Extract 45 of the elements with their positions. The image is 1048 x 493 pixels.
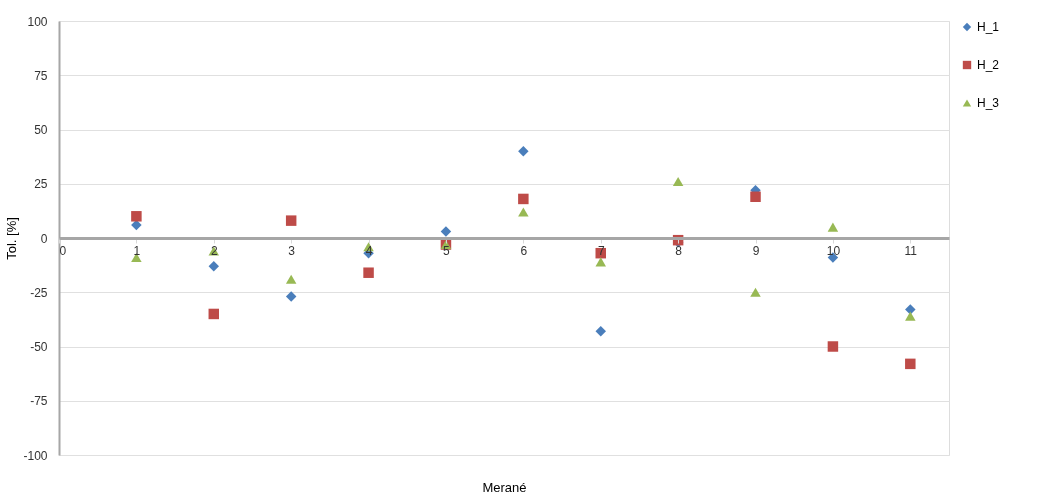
point bbox=[285, 215, 297, 226]
point bbox=[905, 358, 916, 370]
y-tick-label: -25 bbox=[30, 285, 48, 300]
point bbox=[440, 226, 452, 237]
point bbox=[285, 291, 297, 302]
point bbox=[827, 222, 839, 232]
point bbox=[905, 311, 916, 321]
point bbox=[672, 177, 684, 187]
x-axis-title: Merané bbox=[482, 479, 527, 493]
y-tick-label: 0 bbox=[40, 231, 48, 246]
y-tick-label: 50 bbox=[34, 123, 48, 137]
point bbox=[750, 287, 761, 297]
point bbox=[518, 207, 529, 217]
point bbox=[285, 274, 297, 284]
y-tick-label: 100 bbox=[27, 14, 48, 29]
y-tick-label: -100 bbox=[23, 448, 48, 463]
point bbox=[363, 267, 374, 278]
x-tick-label: 11 bbox=[904, 243, 918, 258]
x-tick-label: 4 bbox=[365, 243, 373, 258]
y-tick-label: -50 bbox=[30, 340, 48, 354]
point bbox=[518, 193, 529, 205]
x-tick-label: 1 bbox=[133, 243, 141, 258]
point bbox=[518, 145, 529, 157]
x-tick-label: 8 bbox=[675, 243, 683, 258]
x-tick-label: 9 bbox=[752, 243, 760, 258]
point bbox=[905, 304, 916, 315]
legend-label: H_3 bbox=[977, 96, 1000, 110]
y-tick-label: 25 bbox=[34, 177, 48, 192]
point bbox=[750, 191, 761, 203]
y-tick-label: -75 bbox=[30, 394, 48, 409]
point bbox=[208, 260, 220, 272]
y-tick-label: 75 bbox=[34, 68, 48, 83]
x-tick-label: 3 bbox=[288, 243, 296, 258]
x-tick-label: 6 bbox=[520, 243, 528, 258]
point bbox=[131, 211, 142, 222]
point bbox=[595, 257, 606, 267]
legend-label: H_2 bbox=[977, 58, 1000, 72]
point bbox=[595, 326, 606, 337]
x-tick-label: 0 bbox=[59, 243, 67, 258]
x-tick-label: 7 bbox=[597, 243, 605, 258]
point bbox=[827, 341, 839, 352]
legend-label: H_1 bbox=[977, 20, 1000, 34]
y-axis-title: Tol. [%] bbox=[4, 217, 20, 260]
point bbox=[208, 308, 220, 320]
x-tick-label: 10 bbox=[826, 243, 841, 258]
